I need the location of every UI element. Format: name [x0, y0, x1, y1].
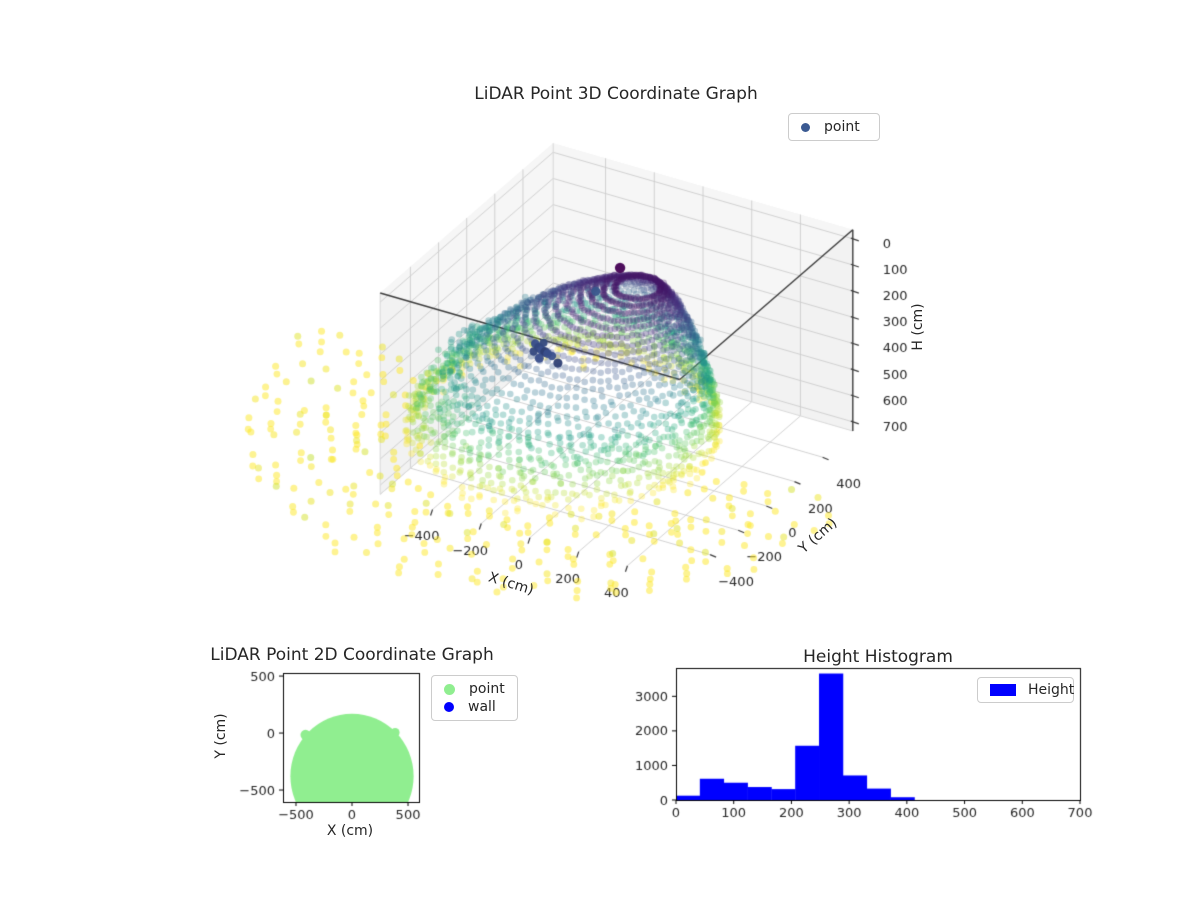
legend-item-point-3d: point [789, 118, 879, 136]
legend-item-wall-2d: wall [432, 698, 517, 716]
legend-histogram: Height [977, 677, 1074, 703]
legend-label: point [469, 681, 505, 697]
wall-marker-icon [444, 702, 454, 712]
legend-item-height: Height [978, 681, 1075, 699]
xaxis-label-2d: X (cm) [326, 823, 374, 839]
zaxis-label-3d: H (cm) [910, 303, 926, 351]
legend-label: point [824, 119, 860, 135]
yaxis-label-2d: Y (cm) [213, 713, 229, 759]
title-3d: LiDAR Point 3D Coordinate Graph [474, 84, 758, 104]
legend-item-point-2d: point [432, 680, 517, 698]
point-marker-icon [801, 122, 810, 132]
legend-label: Height [1028, 682, 1075, 698]
legend-3d: point [788, 113, 880, 141]
height-patch-icon [990, 684, 1016, 696]
legend-label: wall [468, 699, 496, 715]
title-histogram: Height Histogram [803, 647, 953, 667]
title-2d: LiDAR Point 2D Coordinate Graph [210, 645, 494, 665]
point-marker-icon [444, 683, 455, 695]
legend-2d: point wall [431, 675, 518, 721]
